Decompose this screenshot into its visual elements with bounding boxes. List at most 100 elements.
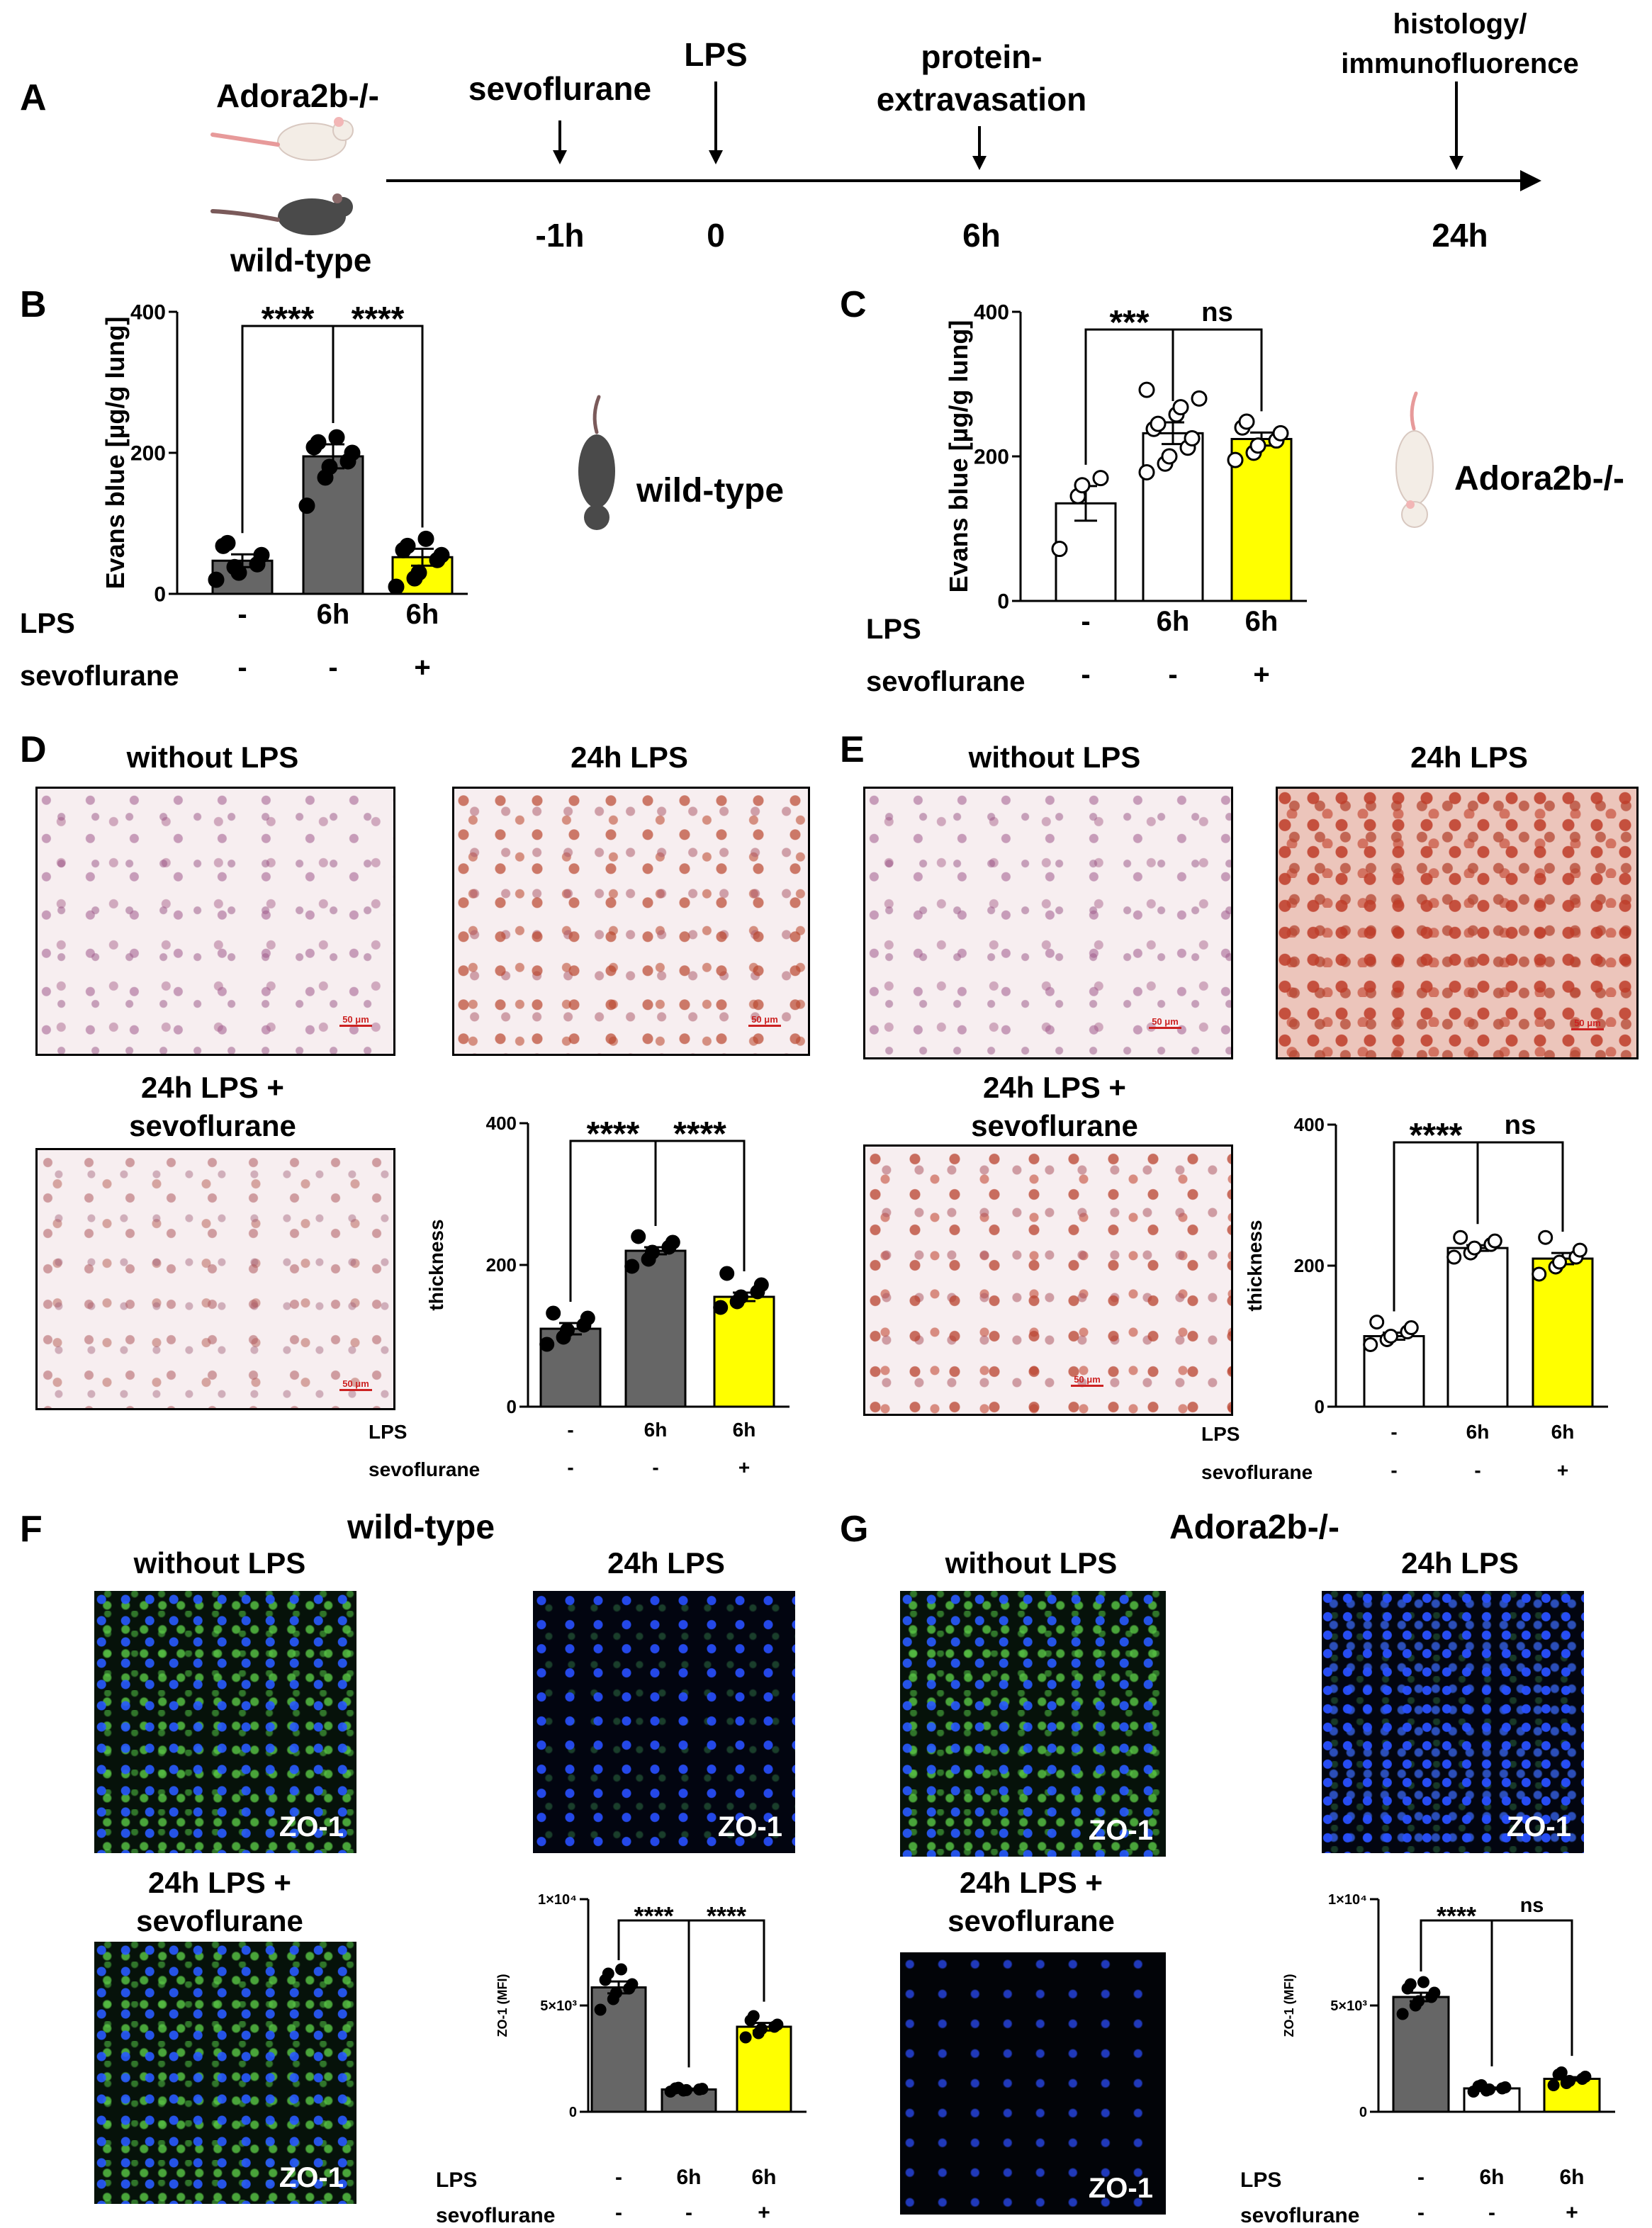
e-title-lps-sevo: 24h LPS + sevoflurane <box>870 1069 1239 1145</box>
scale-bar: 50 μm <box>339 1378 372 1391</box>
c-significance-label: *** <box>1109 304 1149 342</box>
e-lps-value: 6h <box>1466 1421 1490 1443</box>
d-row-label-sevo: sevoflurane <box>369 1458 481 1480</box>
d-data-point <box>580 1310 595 1326</box>
e-data-point <box>1446 1249 1462 1265</box>
d-significance-label: **** <box>587 1115 640 1153</box>
f-title-lps-sevo-line1: 24h LPS + <box>148 1866 291 1899</box>
e-sevo-value: + <box>1557 1459 1568 1481</box>
e-sevo-value: - <box>1390 1459 1397 1481</box>
e-data-point <box>1363 1337 1378 1352</box>
c-data-point <box>1074 477 1091 494</box>
f-title-without-lps: without LPS <box>133 1546 306 1580</box>
d-data-point <box>546 1305 561 1321</box>
f-data-point <box>610 1986 622 1999</box>
d-title-lps-sevo-line2: sevoflurane <box>129 1109 296 1142</box>
c-significance-bracket <box>1171 328 1263 412</box>
c-data-point <box>1238 413 1255 430</box>
b-data-point <box>321 458 338 476</box>
event-label-sevoflurane: sevoflurane <box>468 70 652 107</box>
g-zo1-label-2: ZO-1 <box>1506 1811 1571 1842</box>
event-label-histology-line2: immunofluorence <box>1341 48 1579 79</box>
e-lps-value: - <box>1390 1421 1397 1443</box>
e-title-without-lps: without LPS <box>968 741 1141 774</box>
d-significance-bracket <box>654 1140 746 1271</box>
e-significance-label: ns <box>1505 1110 1536 1140</box>
c-data-point <box>1249 437 1266 454</box>
c-data-point <box>1051 541 1068 558</box>
b-data-point <box>219 534 236 551</box>
f-title-24h-lps: 24h LPS <box>607 1546 725 1580</box>
time-label-0: 0 <box>707 217 725 254</box>
g-data-point <box>1547 2079 1560 2091</box>
f-significance-label: **** <box>634 1901 673 1930</box>
scale-bar: 50 μm <box>1071 1374 1103 1387</box>
f-data-point <box>755 2022 768 2035</box>
g-significance-bracket <box>1490 1919 1573 2066</box>
g-significance-label: **** <box>1437 1901 1476 1930</box>
d-image-24h-lps: 50 μm <box>452 787 810 1056</box>
b-significance-label: **** <box>352 300 405 338</box>
g-image-lps-sevo: ZO-1 <box>900 1952 1166 2215</box>
f-y-tick-label: 0 <box>569 2105 577 2120</box>
b-data-point <box>410 564 427 581</box>
e-y-axis-label: thickness <box>1244 1220 1266 1311</box>
f-zo1-label-2: ZO-1 <box>717 1811 782 1842</box>
e-sevo-value: - <box>1474 1459 1480 1481</box>
f-data-point <box>739 2031 752 2044</box>
b-sevo-value: - <box>328 652 337 683</box>
e-image-without-lps: 50 μm <box>863 787 1233 1059</box>
e-data-point <box>1572 1242 1588 1258</box>
c-sevo-value: - <box>1081 659 1090 690</box>
b-data-point <box>344 444 361 461</box>
g-image-24h-lps: ZO-1 <box>1322 1591 1584 1853</box>
c-data-point <box>1150 415 1167 432</box>
e-row-label-sevo: sevoflurane <box>1201 1461 1313 1483</box>
d-row-label-lps: LPS <box>369 1421 408 1443</box>
g-data-point <box>1555 2066 1568 2078</box>
c-sevo-value: - <box>1168 659 1177 690</box>
b-data-point <box>208 571 225 588</box>
f-data-point <box>672 2081 685 2094</box>
g-data-point <box>1475 2079 1488 2091</box>
g-data-point <box>1499 2081 1512 2093</box>
f-zo1-label-3: ZO-1 <box>279 2162 344 2193</box>
d-sevo-value: - <box>567 1456 573 1478</box>
c-data-point <box>1227 451 1244 468</box>
e-row-label-lps: LPS <box>1201 1423 1240 1445</box>
f-lps-value: - <box>615 2166 622 2189</box>
c-data-point <box>1092 470 1109 487</box>
e-significance-label: **** <box>1410 1117 1463 1154</box>
e-y-tick-label: 200 <box>1294 1255 1325 1276</box>
b-y-axis-label: Evans blue [µg/g lung] <box>101 317 130 590</box>
d-data-point <box>713 1300 729 1315</box>
e-y-tick-label: 400 <box>1294 1114 1325 1135</box>
b-y-tick-label: 200 <box>130 442 166 466</box>
g-title-24h-lps: 24h LPS <box>1401 1546 1519 1580</box>
e-data-point <box>1532 1266 1547 1282</box>
b-data-point <box>399 537 416 554</box>
b-lps-value: 6h <box>317 599 350 630</box>
g-data-point <box>1428 1986 1441 1999</box>
f-data-point <box>626 1978 639 1991</box>
g-sevo-value: + <box>1566 2201 1578 2224</box>
f-sevo-value: + <box>758 2201 770 2224</box>
panel-letter-c: C <box>840 284 867 325</box>
f-image-24h-lps: ZO-1 <box>533 1591 795 1853</box>
d-data-point <box>539 1337 555 1352</box>
f-data-point <box>747 2010 760 2022</box>
d-lps-value: 6h <box>644 1419 668 1441</box>
b-data-point <box>230 564 247 581</box>
d-sevo-value: + <box>738 1456 750 1478</box>
d-data-point <box>719 1266 735 1281</box>
f-row-label-sevo: sevoflurane <box>436 2204 556 2227</box>
panel-letter-b: B <box>20 284 47 325</box>
event-label-protein: protein- extravasation <box>865 35 1098 120</box>
e-title-24h-lps: 24h LPS <box>1410 741 1528 774</box>
b-mouse-label-wt: wild-type <box>636 472 785 510</box>
panel-letter-f: F <box>20 1509 43 1550</box>
g-title-lps-sevo: 24h LPS + sevoflurane <box>889 1864 1173 1940</box>
time-label-6h: 6h <box>962 217 1001 254</box>
g-title-without-lps: without LPS <box>945 1546 1118 1580</box>
f-zo1-label-1: ZO-1 <box>279 1811 344 1842</box>
